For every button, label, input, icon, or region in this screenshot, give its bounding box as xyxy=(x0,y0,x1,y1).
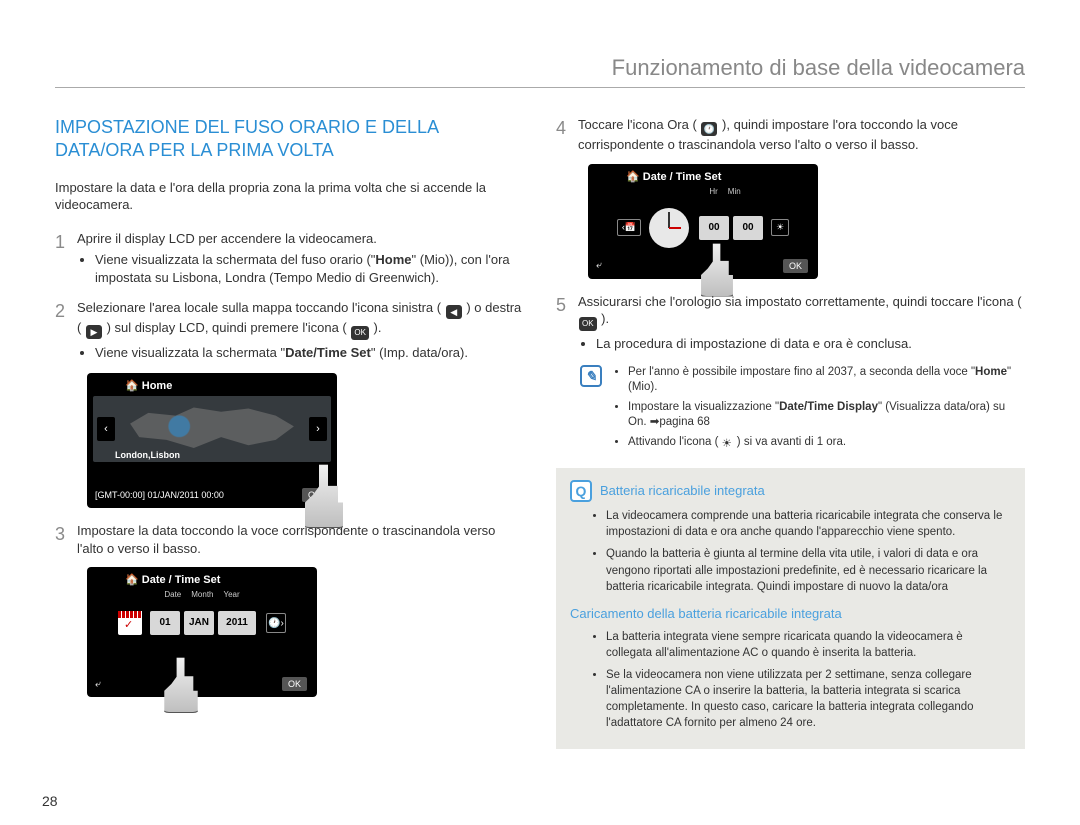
lcd-ok-button: OK xyxy=(783,259,808,273)
intro-text: Impostare la data e l'ora della propria … xyxy=(55,179,524,214)
info-box: Q Batteria ricaricabile integrata La vid… xyxy=(556,468,1025,749)
step-1-bullet: Viene visualizzata la schermata del fuso… xyxy=(95,251,524,286)
page-number: 28 xyxy=(42,793,58,809)
lcd-date-left-icon: ‹📅 xyxy=(617,219,641,236)
step-2-text: Selezionare l'area locale sulla mappa to… xyxy=(77,300,521,335)
lcd-back-icon: ⤶ xyxy=(596,260,602,271)
step-number: 5 xyxy=(556,293,578,355)
dst-icon: ☀ xyxy=(771,219,789,236)
lcd-hr-cell: 00 xyxy=(699,216,729,240)
note-block: ✎ Per l'anno è possibile impostare fino … xyxy=(580,365,1025,455)
step-number: 4 xyxy=(556,116,578,154)
right-column: 4 Toccare l'icona Ora ( 🕐 ), quindi impo… xyxy=(556,116,1025,749)
step-1-text: Aprire il display LCD per accendere la v… xyxy=(77,231,377,246)
page-header-title: Funzionamento di base della videocamera xyxy=(612,55,1025,80)
info-q-icon: Q xyxy=(570,480,592,502)
section-title: IMPOSTAZIONE DEL FUSO ORARIO E DELLA DAT… xyxy=(55,116,524,163)
step-3: 3 Impostare la data toccondo la voce cor… xyxy=(55,522,524,557)
clock-right-icon: 🕐› xyxy=(266,613,286,633)
step-number: 3 xyxy=(55,522,77,557)
info-title-2: Caricamento della batteria ricaricabile … xyxy=(570,605,1011,623)
info-bullet: Quando la batteria è giunta al termine d… xyxy=(606,546,1011,594)
note-item: Per l'anno è possibile impostare fino al… xyxy=(628,365,1025,396)
step-5-bullet: La procedura di impostazione di data e o… xyxy=(596,335,1025,353)
left-column: IMPOSTAZIONE DEL FUSO ORARIO E DELLA DAT… xyxy=(55,116,524,749)
lcd-back-icon: ⤶ xyxy=(95,679,101,690)
right-arrow-icon: ▶ xyxy=(86,325,102,339)
step-1: 1 Aprire il display LCD per accendere la… xyxy=(55,230,524,289)
lcd-day-cell: 01 xyxy=(150,611,180,635)
lcd-gmt-label: [GMT-00:00] 01/JAN/2011 00:00 xyxy=(95,490,224,500)
step-5: 5 Assicurarsi che l'orologio sia imposta… xyxy=(556,293,1025,355)
step-4: 4 Toccare l'icona Ora ( 🕐 ), quindi impo… xyxy=(556,116,1025,154)
lcd-right-arrow: › xyxy=(309,417,327,441)
info-bullet: La videocamera comprende una batteria ri… xyxy=(606,508,1011,540)
calendar-icon xyxy=(118,611,142,635)
lcd-month-cell: JAN xyxy=(184,611,214,635)
note-item: Attivando l'icona ( ☀ ) si va avanti di … xyxy=(628,435,1025,451)
step-2: 2 Selezionare l'area locale sulla mappa … xyxy=(55,299,524,364)
step-4-text: Toccare l'icona Ora ( 🕐 ), quindi impost… xyxy=(578,117,958,152)
info-bullet: Se la videocamera non viene utilizzata p… xyxy=(606,667,1011,731)
lcd-date-screenshot: 🏠 Date / Time Set Date Month Year 01 JAN… xyxy=(87,567,317,697)
lcd-city-label: London,Lisbon xyxy=(115,450,180,460)
info-bullet: La batteria integrata viene sempre ricar… xyxy=(606,629,1011,661)
lcd-time-screenshot: 🏠 Date / Time Set Hr Min ‹📅 00 00 ☀ ⤶ OK xyxy=(588,164,818,279)
lcd-ok-button: OK xyxy=(282,677,307,691)
ok-icon: OK xyxy=(351,326,369,340)
lcd-home-screenshot: 🏠 Home ‹ › London,Lisbon [GMT-00:00] 01/… xyxy=(87,373,337,508)
page-header: Funzionamento di base della videocamera xyxy=(55,55,1025,88)
info-title-1: Batteria ricaricabile integrata xyxy=(600,482,765,500)
step-2-bullet: Viene visualizzata la schermata "Date/Ti… xyxy=(95,344,524,362)
note-item: Impostare la visualizzazione "Date/Time … xyxy=(628,400,1025,431)
step-3-text: Impostare la data toccondo la voce corri… xyxy=(77,523,495,556)
step-number: 2 xyxy=(55,299,77,364)
step-number: 1 xyxy=(55,230,77,289)
left-arrow-icon: ◀ xyxy=(446,305,462,319)
clock-face-icon xyxy=(649,208,689,248)
lcd-year-cell: 2011 xyxy=(218,611,256,635)
step-5-text: Assicurarsi che l'orologio sia impostato… xyxy=(578,294,1022,327)
ok-icon: OK xyxy=(579,317,597,331)
note-icon: ✎ xyxy=(580,365,602,387)
lcd-left-arrow: ‹ xyxy=(97,417,115,441)
lcd-min-cell: 00 xyxy=(733,216,763,240)
clock-icon: 🕐 xyxy=(701,122,717,136)
